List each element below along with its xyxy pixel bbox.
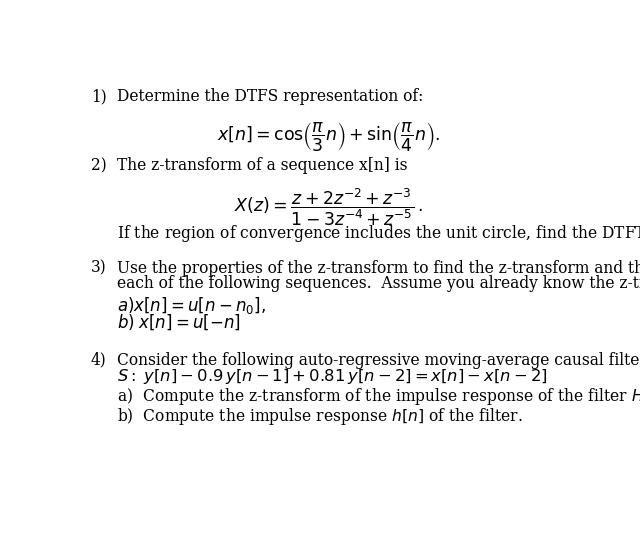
Text: a)  Compute the z-transform of the impulse response of the filter $H(z)$ and giv: a) Compute the z-transform of the impuls… xyxy=(117,386,640,407)
Text: 2): 2) xyxy=(91,157,107,174)
Text: $x[n] = \cos\!\left(\dfrac{\pi}{3}n\right) + \sin\!\left(\dfrac{\pi}{4}n\right).: $x[n] = \cos\!\left(\dfrac{\pi}{3}n\righ… xyxy=(216,119,440,153)
Text: The z-transform of a sequence x[n] is: The z-transform of a sequence x[n] is xyxy=(117,157,408,174)
Text: 1): 1) xyxy=(91,88,107,105)
Text: Determine the DTFS representation of:: Determine the DTFS representation of: xyxy=(117,88,424,105)
Text: $a)x[n] = u[n - n_0],$: $a)x[n] = u[n - n_0],$ xyxy=(117,295,266,316)
Text: Consider the following auto-regressive moving-average causal filter S initially : Consider the following auto-regressive m… xyxy=(117,351,640,369)
Text: $S:\; y[n] - 0.9\, y[n-1] + 0.81\, y[n-2] = x[n] - x[n-2]$: $S:\; y[n] - 0.9\, y[n-1] + 0.81\, y[n-2… xyxy=(117,367,548,386)
Text: 3): 3) xyxy=(91,260,107,276)
Text: b)  Compute the impulse response $h[n]$ of the filter.: b) Compute the impulse response $h[n]$ o… xyxy=(117,406,523,427)
Text: $X(z) = \dfrac{z + 2z^{-2} + z^{-3}}{1 - 3z^{-4} + z^{-5}}\,.$: $X(z) = \dfrac{z + 2z^{-2} + z^{-3}}{1 -… xyxy=(234,186,422,228)
Text: 4): 4) xyxy=(91,351,107,369)
Text: each of the following sequences.  Assume you already know the z-transform of u[n: each of the following sequences. Assume … xyxy=(117,275,640,293)
Text: Use the properties of the z-transform to find the z-transform and the associated: Use the properties of the z-transform to… xyxy=(117,260,640,276)
Text: $b)\; x[n] = u[-n]$: $b)\; x[n] = u[-n]$ xyxy=(117,313,241,332)
Text: If the region of convergence includes the unit circle, find the DTFT of x[n] at : If the region of convergence includes th… xyxy=(117,223,640,244)
